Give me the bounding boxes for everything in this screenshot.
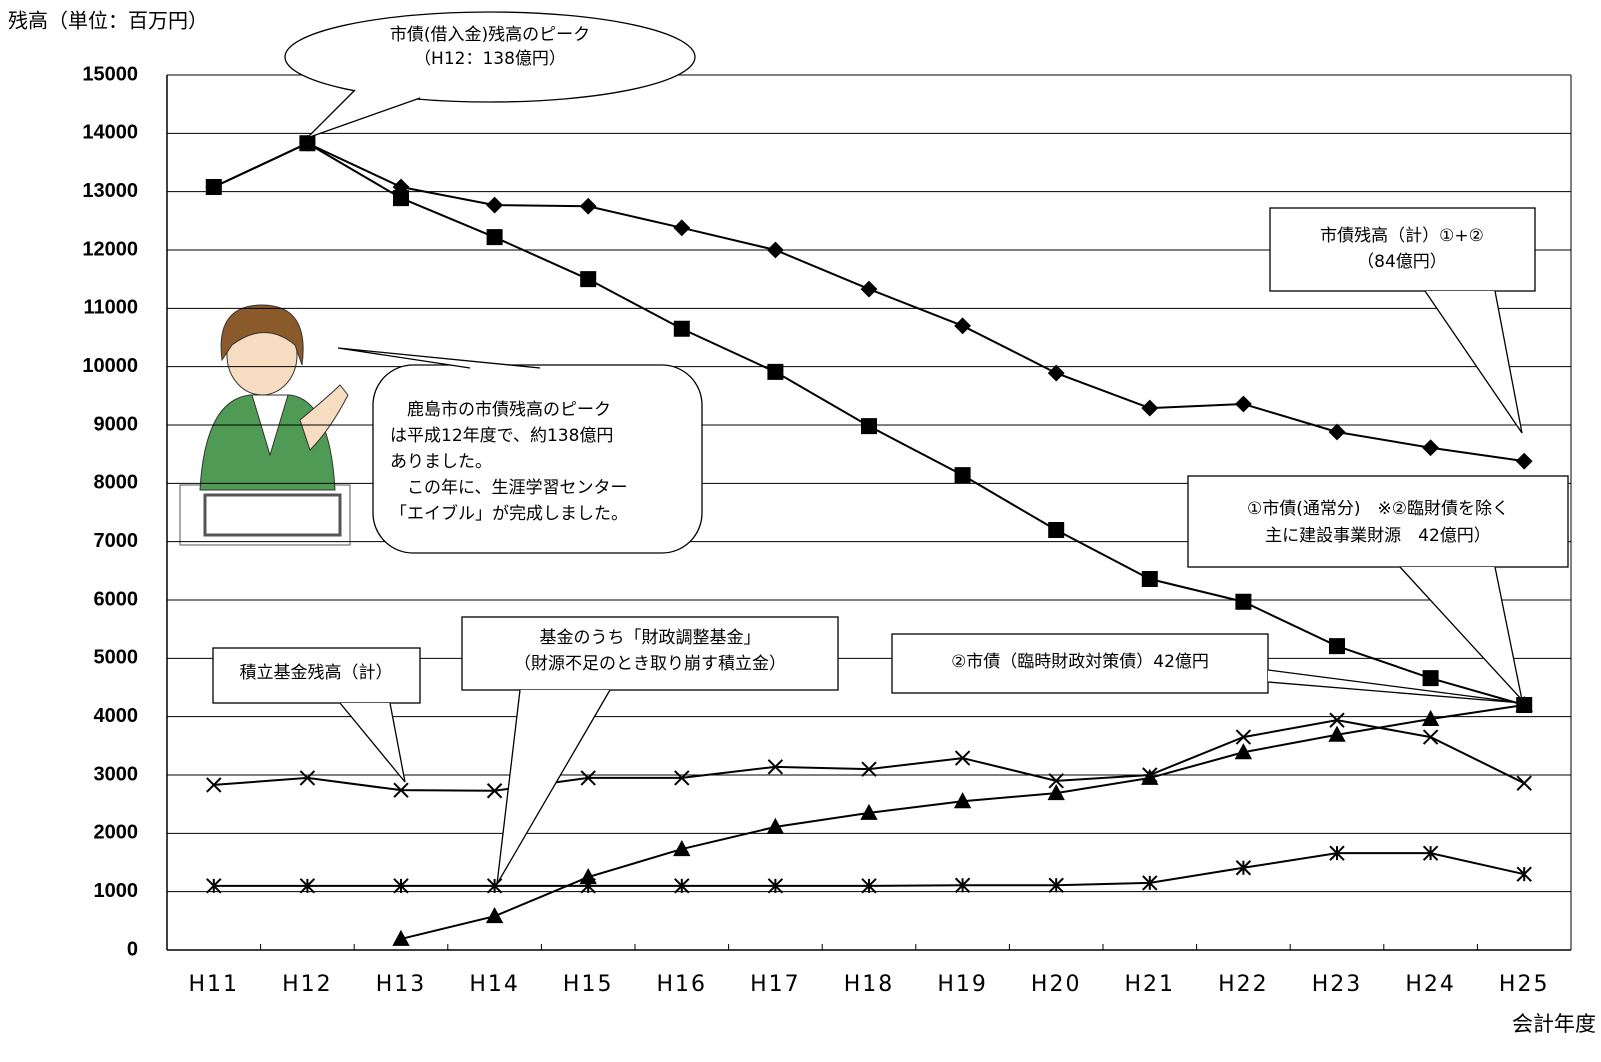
y-tick-label: 1000 [94,880,139,902]
marker [394,191,408,205]
marker [1330,425,1344,439]
x-tick-label: H14 [469,972,520,997]
marker [862,419,876,433]
marker [1143,401,1157,415]
annotation-text: は平成12年度で、約138億円 [390,426,613,446]
callout-tail [1268,670,1522,703]
callout-tail [307,90,420,138]
marker [956,468,970,482]
marker [207,180,221,194]
x-tick-label: H20 [1031,972,1082,997]
x-tick-label: H21 [1125,972,1176,997]
annotation-text: 積立基金残高（計） [240,663,393,683]
y-tick-label: 15000 [82,63,138,85]
marker [581,199,595,213]
marker [1143,572,1157,586]
chart: 0 1000 2000 3000 4000 5000 6000 7000 8000 9000 100… [0,0,1601,1062]
y-tick-label: 11000 [83,297,138,319]
annotation-text: 「エイブル」が完成しました。 [390,503,628,524]
marker [488,909,502,922]
y-tick-label: 10000 [82,355,138,377]
marker [1330,639,1344,653]
y-tick-label: 6000 [94,588,139,610]
annotation-text: この年に、生涯学習センター [390,478,628,498]
annotation-text: 市債残高（計）①+② [1320,226,1484,246]
callout-tail [1425,291,1522,433]
y-tick-label: 2000 [94,822,139,844]
callout: ②市債（臨時財政対策債）42億円 [892,634,1522,703]
y-tick-label: 14000 [82,122,138,144]
x-tick-label: H24 [1405,972,1456,997]
marker [581,272,595,286]
y-tick-label: 7000 [94,530,139,552]
y-tick-label: 3000 [94,763,139,785]
marker [956,319,970,333]
callout-tail [497,690,610,884]
x-tick-label: H22 [1218,972,1269,997]
y-tick-label: 12000 [82,238,138,260]
annotation-text: ありました。 [390,452,492,472]
marker [1517,454,1531,468]
annotation-text: （H12：138億円） [414,49,566,69]
marker [862,282,876,296]
y-axis-label: 残高（単位：百万円） [8,9,208,33]
x-tick-label: H23 [1312,972,1363,997]
marker [488,230,502,244]
callout: 積立基金残高（計） [213,648,420,782]
x-axis-label: 会計年度 [1512,1012,1596,1036]
y-tick-label: 8000 [94,472,139,494]
callout: 市債残高（計）①+② （84億円） [1270,208,1535,433]
annotation-text: （84億円） [1357,252,1447,272]
annotation-text: ②市債（臨時財政対策債）42億円 [951,652,1209,672]
callout: 市債(借入金)残高のピーク （H12：138億円） [285,12,695,138]
x-tick-label: H25 [1499,972,1550,997]
x-tick-label: H17 [750,972,801,997]
x-tick-label: H19 [937,972,988,997]
marker [768,243,782,257]
x-tick-label: H11 [189,972,240,997]
marker [1236,595,1250,609]
x-tick-label: H16 [657,972,708,997]
marker [488,198,502,212]
x-tick-label: H12 [282,972,333,997]
marker [1424,671,1438,685]
callout-shape [1188,476,1568,567]
marker [675,221,689,235]
annotation-text: 基金のうち「財政調整基金」 [540,628,761,648]
marker [1236,397,1250,411]
marker [768,365,782,379]
callout-shape [1270,208,1535,291]
y-tick-label: 9000 [94,413,139,435]
annotation-text: （財源不足のとき取り崩す積立金） [514,654,786,674]
y-tick-label: 13000 [82,180,138,202]
x-tick-label: H13 [376,972,427,997]
marker [675,322,689,336]
annotation-text: 市債(借入金)残高のピーク [390,25,590,45]
annotation-text: 鹿島市の市債残高のピーク [390,400,611,420]
marker [1517,776,1531,790]
callout-tail [1400,567,1522,700]
x-tick-label: H18 [844,972,895,997]
marker [1424,441,1438,455]
annotation-text: 主に建設事業財源 42億円） [1265,526,1491,546]
x-tick-label: H15 [563,972,614,997]
y-tick-label: 0 [127,938,138,960]
marker [1049,523,1063,537]
callout-tail [340,703,405,782]
series-line [214,720,1524,791]
marker [1517,867,1531,881]
annotation-text: ①市債(通常分) ※②臨財債を除く [1247,499,1509,519]
y-tick-label: 5000 [94,647,139,669]
callout: 基金のうち「財政調整基金」 （財源不足のとき取り崩す積立金） [462,617,838,884]
y-tick-label: 4000 [94,705,139,727]
marker [1049,366,1063,380]
